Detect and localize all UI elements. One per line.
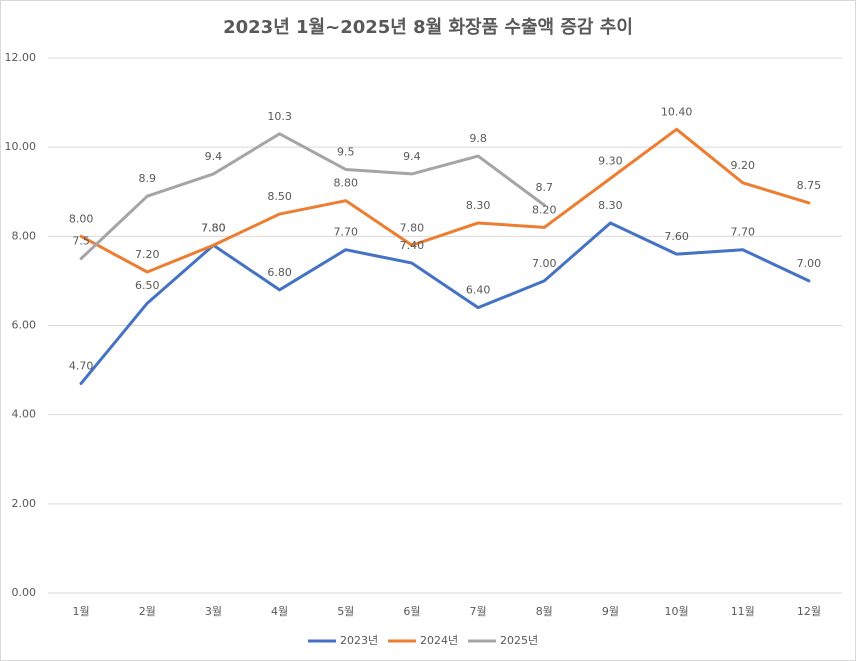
x-tick-label: 3월 — [205, 605, 222, 618]
data-label: 9.4 — [205, 150, 223, 163]
data-label: 7.20 — [135, 248, 160, 261]
x-tick-label: 7월 — [470, 605, 487, 618]
data-label: 8.20 — [532, 203, 557, 216]
y-tick-label: 10.00 — [5, 140, 37, 153]
data-label: 9.4 — [403, 150, 421, 163]
data-label: 6.80 — [267, 266, 292, 279]
data-label: 8.80 — [334, 177, 359, 190]
data-label: 8.7 — [536, 181, 554, 194]
data-label: 8.9 — [139, 172, 157, 185]
y-tick-label: 4.00 — [12, 408, 37, 421]
data-label: 7.00 — [797, 257, 822, 270]
data-label: 9.20 — [731, 159, 756, 172]
y-tick-label: 0.00 — [12, 586, 37, 599]
data-label: 7.70 — [334, 226, 359, 239]
data-label: 7.00 — [532, 257, 557, 270]
data-label: 8.50 — [267, 190, 292, 203]
x-tick-label: 9월 — [602, 605, 619, 618]
data-label: 9.30 — [598, 154, 623, 167]
x-tick-label: 6월 — [403, 605, 420, 618]
data-label: 7.70 — [731, 226, 756, 239]
chart-title: 2023년 1월~2025년 8월 화장품 수출액 증감 추이 — [223, 17, 633, 38]
data-label: 8.00 — [69, 212, 94, 225]
x-tick-label: 12월 — [797, 605, 821, 618]
data-label: 6.40 — [466, 284, 491, 297]
data-label: 7.40 — [400, 239, 425, 252]
series-line — [79, 127, 811, 274]
x-tick-label: 5월 — [337, 605, 354, 618]
series-line — [79, 132, 546, 261]
data-label: 8.75 — [797, 179, 822, 192]
legend-label: 2023년 — [340, 634, 378, 647]
data-label: 10.40 — [661, 105, 693, 118]
y-tick-label: 2.00 — [12, 497, 37, 510]
data-label: 7.80 — [400, 221, 425, 234]
data-label: 10.3 — [267, 110, 292, 123]
data-label: 7.60 — [664, 230, 689, 243]
series-line — [79, 221, 811, 385]
x-tick-label: 8월 — [536, 605, 553, 618]
x-tick-label: 11월 — [731, 605, 755, 618]
x-tick-label: 4월 — [271, 605, 288, 618]
data-label: 9.5 — [337, 145, 355, 158]
data-label: 7.5 — [72, 235, 90, 248]
y-tick-label: 8.00 — [12, 229, 37, 242]
legend-label: 2024년 — [420, 634, 458, 647]
y-tick-label: 12.00 — [5, 51, 37, 64]
data-label: 6.50 — [135, 279, 160, 292]
data-label: 9.8 — [469, 132, 487, 145]
data-label: 8.30 — [598, 199, 623, 212]
x-tick-label: 2월 — [139, 605, 156, 618]
y-tick-label: 6.00 — [12, 319, 37, 332]
data-label: 7.80 — [201, 221, 226, 234]
data-label: 8.30 — [466, 199, 491, 212]
legend-label: 2025년 — [500, 634, 538, 647]
x-tick-label: 10월 — [665, 605, 689, 618]
data-label: 4.70 — [69, 359, 94, 372]
x-tick-label: 1월 — [73, 605, 90, 618]
data-label: 7.80 — [201, 221, 226, 234]
